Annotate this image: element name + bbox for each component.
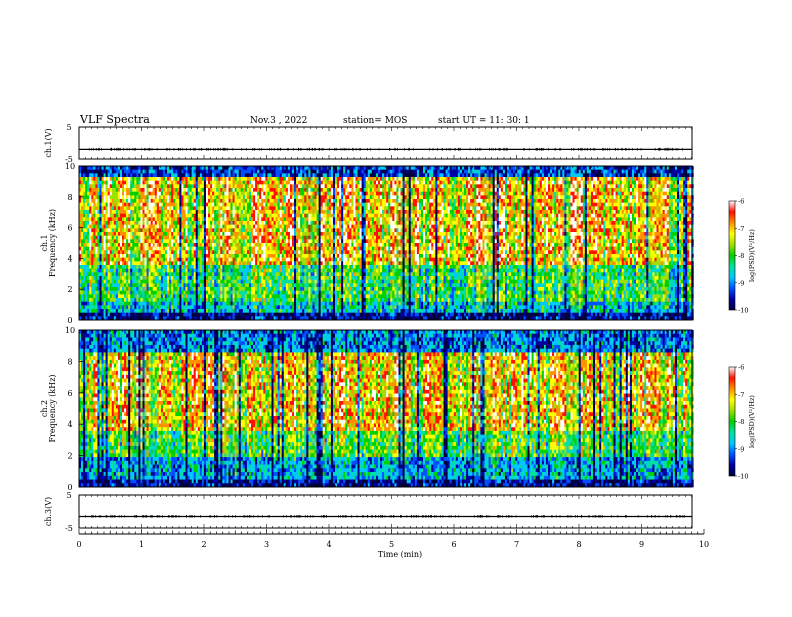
- ch1-spectrum-colorbar-tick: -10: [738, 307, 748, 315]
- ch1-voltage-ytick-label: 5: [66, 123, 71, 132]
- ch1-spectrum-ytick-label: 8: [67, 193, 72, 202]
- x-tick-label: 7: [514, 540, 519, 549]
- ch3-voltage-ytick-label: -5: [65, 524, 73, 533]
- ch2-spectrum-colorbar-tick: -6: [738, 364, 744, 372]
- x-tick-label: 6: [451, 540, 456, 549]
- ch2-spectrum-colorbar-tick: -8: [738, 418, 744, 426]
- figure-title: VLF Spectra: [79, 113, 150, 126]
- ch2-spectrum-colorbar-tick: -9: [738, 445, 744, 453]
- ch1-voltage-frame: [79, 127, 692, 159]
- ch2-colorbar: -6 -7 -8 -9 -10 log(PSD)(V²/Hz): [729, 364, 756, 481]
- x-tick-label: 5: [389, 540, 394, 549]
- x-tick-label: 4: [326, 540, 331, 549]
- time-axis: 0 1 2 3 4 5 6 7 8 9 10: [76, 529, 709, 549]
- ch1-spectrum-ytick-label: 0: [67, 316, 72, 325]
- ch2-spectrum-ytick-label: 8: [67, 357, 72, 366]
- header-station: station= MOS: [343, 116, 407, 126]
- ch3-voltage-panel: 5 -5 ch.3(V): [44, 491, 692, 533]
- ch2-spectrum-image: [79, 330, 694, 487]
- ch2-spectrum-ytick-label: 10: [65, 326, 75, 335]
- x-tick-label: 3: [264, 540, 269, 549]
- x-axis-label: Time (min): [378, 550, 422, 559]
- ch1-spectrum-colorbar-label: log(PSD)(V²/Hz): [748, 229, 756, 282]
- ch1-voltage-panel: 5-5ch.1(V): [44, 123, 692, 164]
- x-tick-label: 9: [639, 540, 644, 549]
- ch1-spectrum-colorbar-bar: [729, 201, 735, 310]
- ch2-spectrum-ytick-label: 6: [67, 389, 72, 398]
- x-tick-label: 10: [699, 540, 709, 549]
- ch1-spectrum-colorbar-tick: -6: [738, 198, 744, 206]
- ch1-voltage-ylabel: ch.1(V): [44, 128, 53, 157]
- header-start-time: start UT = 11: 30: 1: [438, 116, 530, 126]
- ch1-spectrum-ytick-label: 6: [67, 224, 72, 233]
- ch1-spectrum-colorbar-tick: -9: [738, 279, 744, 287]
- ch1-spectrum-image: [79, 166, 694, 320]
- ch3-voltage-frame: [79, 495, 692, 528]
- ch2-spectrum-colorbar-tick: -10: [738, 473, 748, 481]
- ch2-spectrum-colorbar-bar: [729, 367, 735, 476]
- x-tick-label: 0: [76, 540, 81, 549]
- ch3-voltage-ylabel: ch.3(V): [44, 497, 53, 526]
- ch1-spectrum-colorbar-tick: -8: [738, 252, 744, 260]
- ch2-spectrum-colorbar-tick: -7: [738, 391, 744, 399]
- ch1-spectrum-ytick-label: 10: [65, 162, 75, 171]
- ch2-spectrum-ytick-label: 2: [67, 452, 72, 461]
- ch2-spectrum-colorbar-label: log(PSD)(V²/Hz): [748, 395, 756, 448]
- ch1-spectrum-ytick-label: 2: [67, 285, 72, 294]
- x-tick-label: 2: [201, 540, 206, 549]
- figure-svg: VLF Spectra Nov.3 , 2022 station= MOS st…: [0, 0, 792, 612]
- ch1-spectrum-ytick-label: 4: [67, 254, 72, 263]
- ch2-spectrum-ytick-label: 4: [67, 420, 72, 429]
- vlf-spectra-figure: VLF Spectra Nov.3 , 2022 station= MOS st…: [0, 0, 792, 612]
- ch1-colorbar: -6 -7 -8 -9 -10 log(PSD)(V²/Hz): [729, 198, 756, 315]
- ch2-spectrum-ylabel: Frequency (kHz): [48, 374, 57, 442]
- ch3-voltage-ytick-label: 5: [66, 491, 71, 500]
- ch1-spectrum-ylabel: Frequency (kHz): [48, 209, 57, 277]
- ch1-spectrum-colorbar-tick: -7: [738, 225, 744, 233]
- x-tick-label: 1: [139, 540, 144, 549]
- header-date: Nov.3 , 2022: [250, 116, 307, 126]
- x-tick-label: 8: [576, 540, 581, 549]
